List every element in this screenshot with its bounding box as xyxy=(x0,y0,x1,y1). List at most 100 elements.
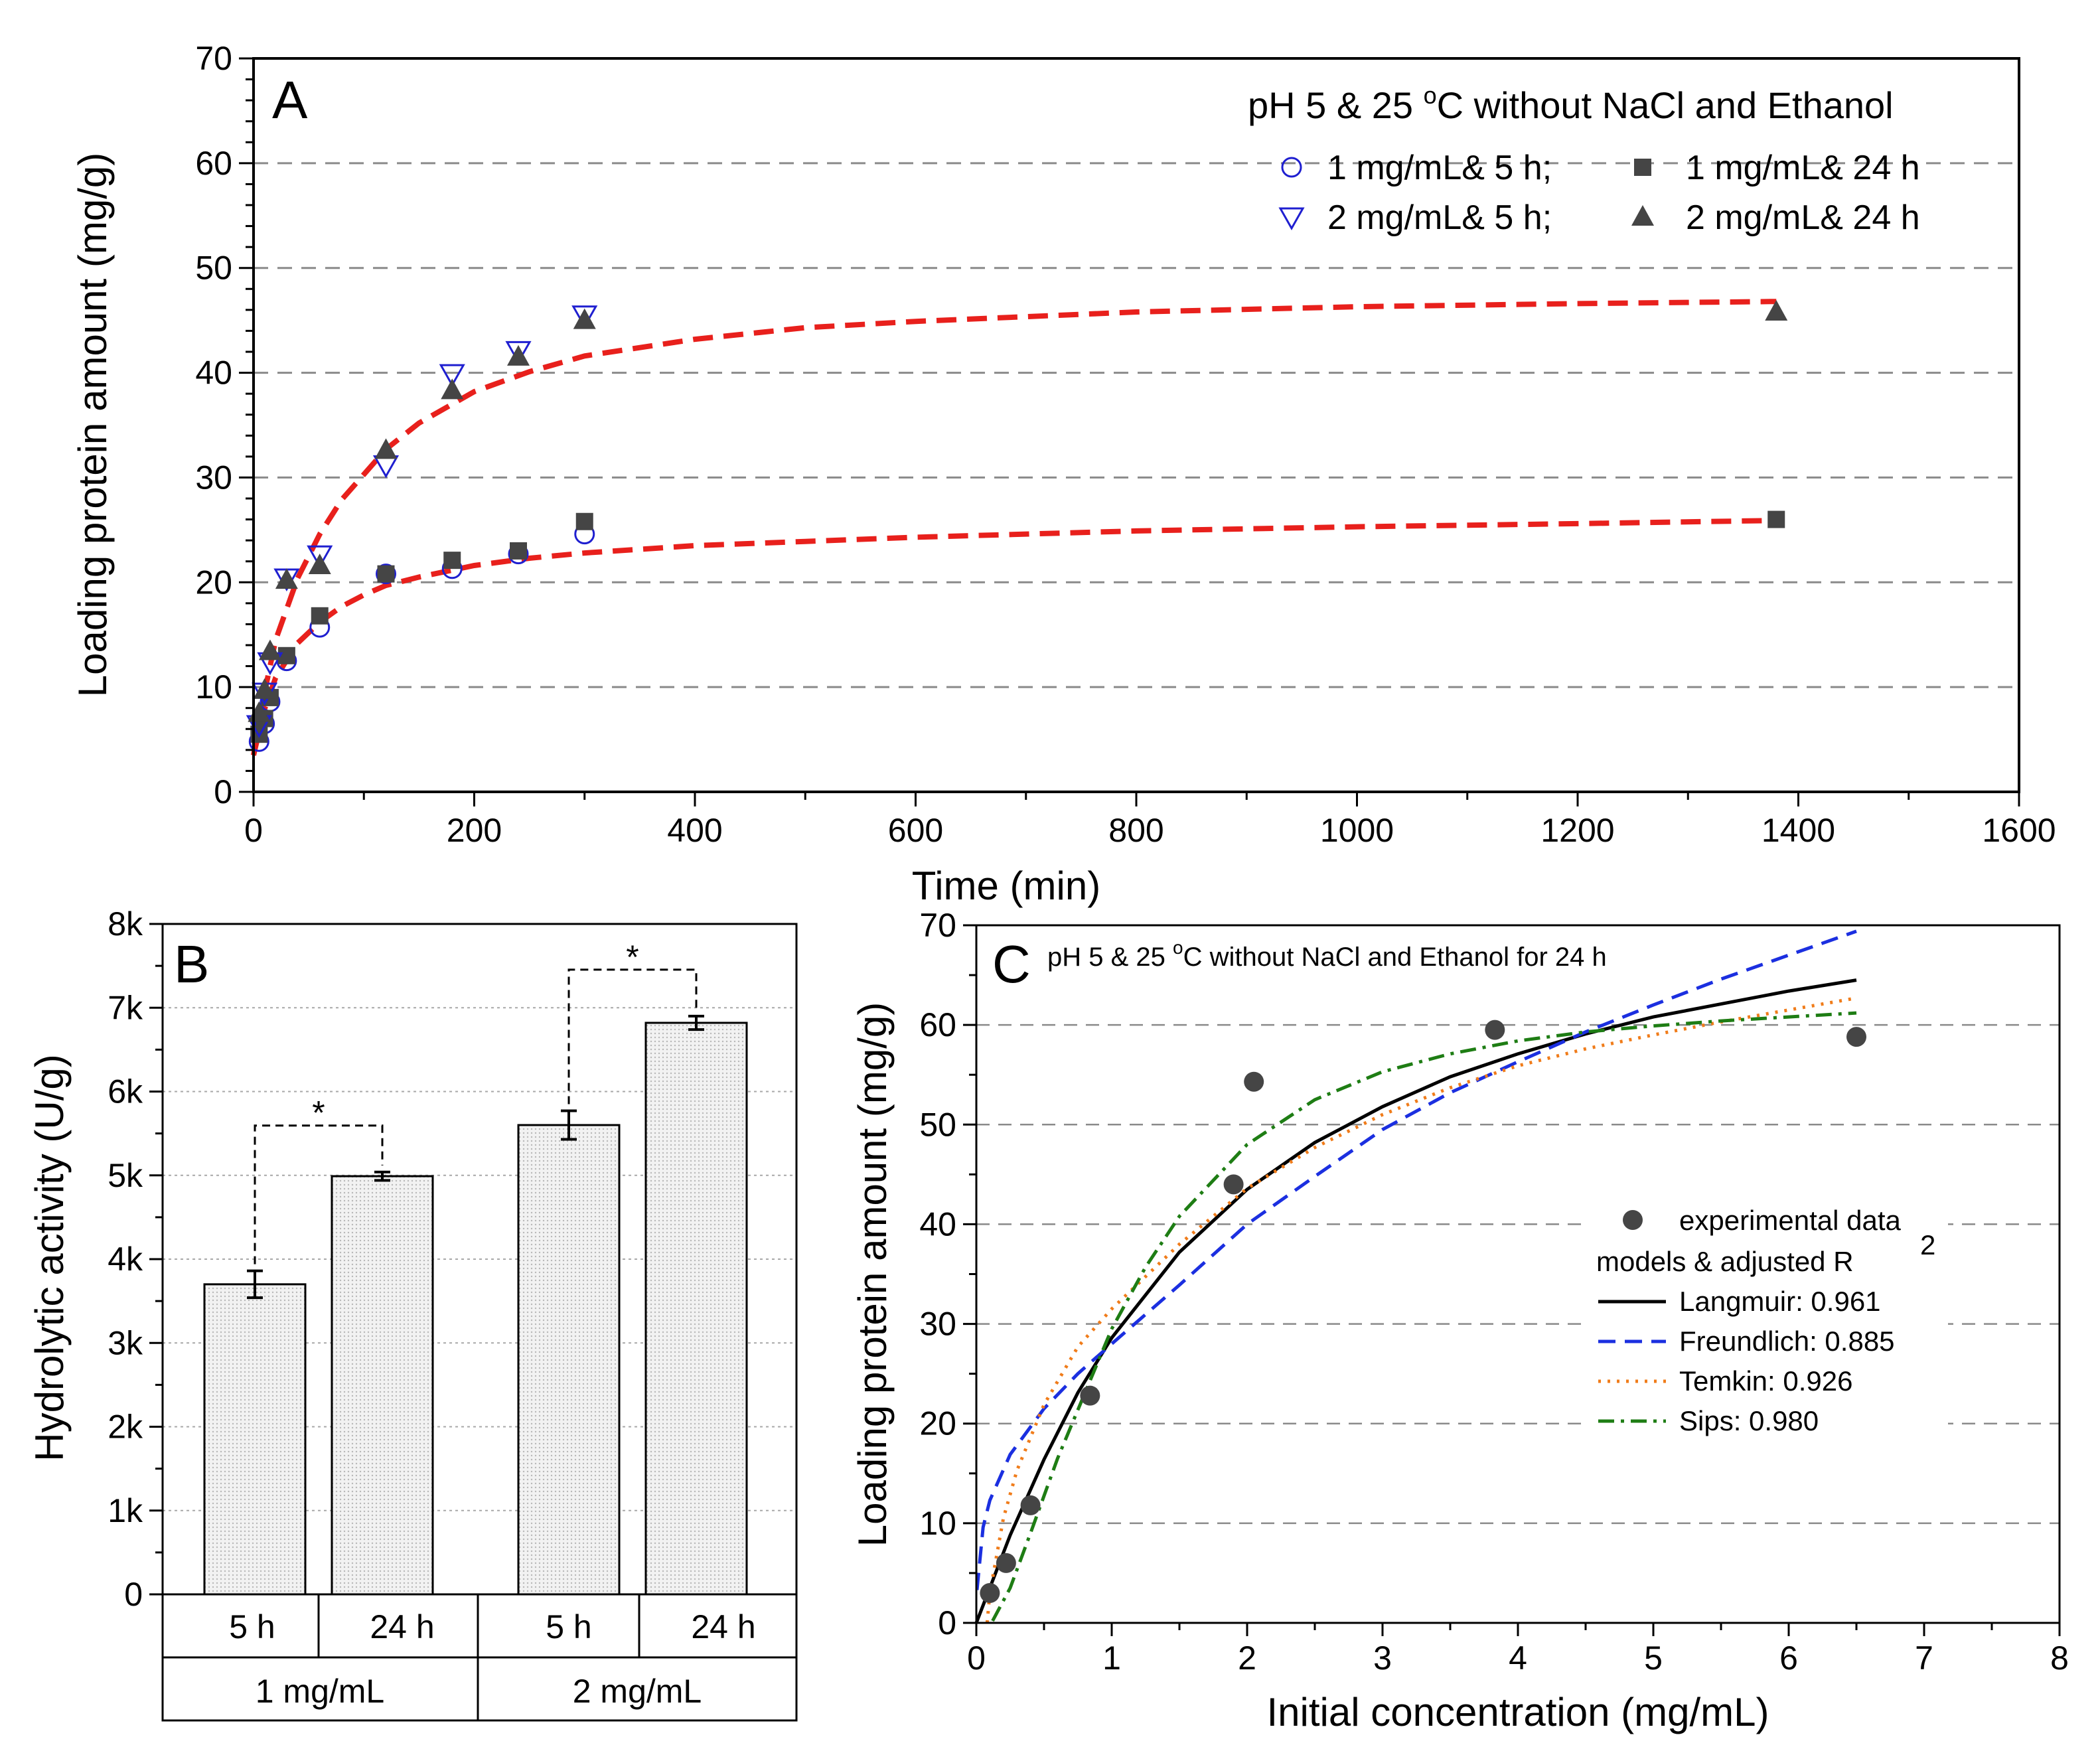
panel-c-legend: experimental data models & adjusted R 2 Lan… xyxy=(1590,1205,1948,1457)
panel-a-x-tick-label: 600 xyxy=(888,812,943,849)
panel-b-y-tick-label: 1k xyxy=(108,1492,143,1529)
panel-c-legend-header: models & adjusted R xyxy=(1596,1246,1854,1277)
panel-a-data-points xyxy=(246,300,1788,752)
panel-a-x-tick-label: 1400 xyxy=(1762,812,1835,849)
panel-c-data-point xyxy=(1020,1495,1041,1515)
panel-c-x-tick-label: 6 xyxy=(1779,1639,1798,1677)
panel-c-x-tick-label: 3 xyxy=(1373,1639,1392,1677)
panel-c-data-point xyxy=(980,1582,1000,1603)
panel-a-letter: A xyxy=(272,70,308,129)
panel-a-y-tick-label: 40 xyxy=(195,354,232,392)
panel-a-y-tick-label: 30 xyxy=(195,459,232,496)
panel-c-y-axis-title: Loading protein amount (mg/g) xyxy=(850,1002,895,1547)
panel-a-data-point xyxy=(443,552,461,570)
panel-b-category-label: 24 h xyxy=(370,1608,434,1645)
panel-a-x-tick-label: 0 xyxy=(244,812,263,849)
panel-a-data-point xyxy=(573,308,596,329)
panel-a-fit-curve xyxy=(251,518,1777,756)
panel-a-fit-curves xyxy=(251,299,1777,756)
panel-b-y-tick-label: 0 xyxy=(124,1576,143,1613)
panel-a-grid xyxy=(254,162,2019,688)
panel-c-x-axis-title: Initial concentration (mg/mL) xyxy=(1267,1690,1769,1734)
panel-a-x-tick-label: 200 xyxy=(447,812,502,849)
panel-b-y-axis-title: Hydrolytic activity (U/g) xyxy=(27,1054,72,1461)
panel-a-data-point xyxy=(575,512,593,530)
panel-c-legend-label: experimental data xyxy=(1679,1205,1902,1236)
panel-a-legend-label: 2 mg/mL& 24 h xyxy=(1686,198,1920,237)
panel-a-legend-label: 1 mg/mL& 5 h; xyxy=(1327,149,1552,187)
panel-a-condition: pH 5 & 25 oC without NaCl and Ethanol xyxy=(1248,82,1894,126)
panel-c-data-point xyxy=(1244,1071,1264,1092)
panel-a-y-tick-label: 70 xyxy=(195,40,232,77)
panel-b-y-tick-label: 4k xyxy=(108,1241,143,1278)
panel-c-legend-label: Langmuir: 0.961 xyxy=(1679,1286,1881,1317)
panel-c-letter: C xyxy=(992,935,1031,994)
panel-b-ticks: 0 1k 2k 3k 4k 5k 6k 7k 8k xyxy=(108,905,163,1613)
panel-c-model-curve xyxy=(975,929,1857,1590)
panel-b-y-tick-label: 5k xyxy=(108,1157,143,1194)
panel-a-data-point xyxy=(439,364,465,388)
panel-c-x-tick-label: 7 xyxy=(1915,1639,1933,1677)
panel-b-category-label: 24 h xyxy=(691,1608,755,1645)
panel-a-legend-marker xyxy=(1631,205,1654,226)
panel-c-model-curve xyxy=(991,1011,1857,1622)
panel-a-data-point xyxy=(377,565,395,583)
panel-c-data-points xyxy=(980,1020,1866,1603)
panel-c-data-point xyxy=(996,1553,1016,1573)
panel-c-condition: pH 5 & 25 oC without NaCl and Ethanol fo… xyxy=(1047,937,1607,972)
panel-c: 0 1 2 3 4 5 6 7 8 0 10 20 30 40 50 60 70 C pH 5 & 25 oC … xyxy=(850,907,2069,1734)
panel-a-data-point xyxy=(507,344,530,366)
panel-a-y-tick-label: 50 xyxy=(195,250,232,287)
panel-a-data-point xyxy=(258,639,281,660)
panel-b-y-tick-label: 8k xyxy=(108,905,143,943)
panel-b-category-label: 5 h xyxy=(546,1608,592,1645)
panel-c-ticks: 0 1 2 3 4 5 6 7 8 0 10 20 30 40 50 60 70 xyxy=(919,907,2069,1677)
panel-c-y-tick-label: 0 xyxy=(938,1604,956,1641)
panel-a-data-point xyxy=(374,438,398,459)
panel-c-x-tick-label: 2 xyxy=(1238,1639,1256,1677)
panel-a-data-point xyxy=(372,455,400,479)
panel-a-data-point xyxy=(376,564,396,585)
panel-b-y-tick-label: 3k xyxy=(108,1324,143,1361)
panel-a-x-tick-label: 1000 xyxy=(1320,812,1394,849)
panel-b-significance-bracket xyxy=(567,968,698,1104)
panel-a-x-tick-label: 1200 xyxy=(1540,812,1614,849)
panel-a-data-point xyxy=(1767,510,1785,528)
panel-b-significance-star: * xyxy=(312,1095,325,1132)
panel-a-data-point xyxy=(1765,300,1788,321)
panel-a-x-tick-label: 800 xyxy=(1108,812,1163,849)
panel-c-model-curves xyxy=(974,929,1857,1624)
panel-c-legend-header-superscript: 2 xyxy=(1920,1229,1935,1260)
panel-b-significance: ** xyxy=(254,939,698,1264)
panel-a-data-point xyxy=(253,678,276,699)
panel-c-y-tick-label: 50 xyxy=(919,1106,956,1143)
panel-a-y-tick-label: 60 xyxy=(195,145,232,182)
panel-b-significance-bracket xyxy=(254,1124,384,1264)
panel-a-fit-curve xyxy=(251,299,1777,756)
panel-c-data-point xyxy=(1846,1027,1866,1047)
panel-a-data-point xyxy=(441,378,464,400)
panel-a-ticks: 0 200 400 600 800 1000 1200 1400 1600 0 10 20 30 40 50… xyxy=(195,40,2056,849)
panel-c-legend-background xyxy=(1590,1205,1948,1457)
panel-c-y-tick-label: 20 xyxy=(919,1405,956,1442)
panel-b-y-tick-label: 7k xyxy=(108,989,143,1026)
panel-c-data-point xyxy=(1223,1174,1244,1195)
panel-c-legend-label: Sips: 0.980 xyxy=(1679,1405,1819,1436)
panel-c-x-tick-label: 5 xyxy=(1644,1639,1663,1677)
panel-a-legend-marker xyxy=(1281,157,1302,178)
panel-c-model-curve xyxy=(974,978,1857,1624)
panel-b-bars xyxy=(203,1014,748,1596)
panel-c-data-point xyxy=(1485,1020,1505,1040)
panel-b-y-tick-label: 2k xyxy=(108,1408,143,1446)
panel-c-data-point xyxy=(1080,1385,1100,1406)
panel-a-data-point xyxy=(307,545,333,569)
panel-b-bar xyxy=(644,1022,748,1596)
panel-a-data-point xyxy=(571,305,598,329)
panel-a-y-tick-label: 0 xyxy=(214,773,232,810)
panel-a-legend-marker xyxy=(1634,159,1651,176)
panel-a: 0 200 400 600 800 1000 1200 1400 1600 0 10 20 30 40 50… xyxy=(70,40,2056,908)
panel-c-legend-marker xyxy=(1623,1210,1643,1230)
panel-b-category-label: 5 h xyxy=(229,1608,275,1645)
panel-b-group-label: 2 mg/mL xyxy=(573,1673,702,1710)
